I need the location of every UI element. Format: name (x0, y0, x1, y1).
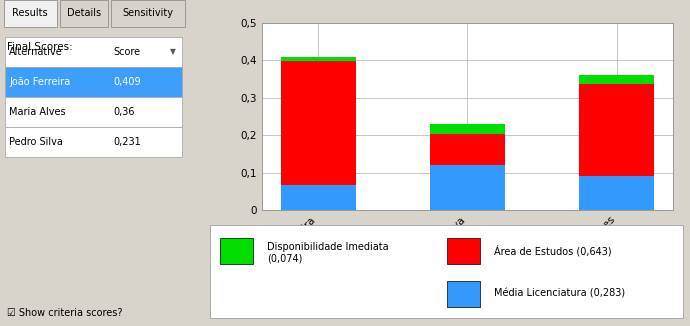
Text: (0,074): (0,074) (267, 254, 302, 264)
FancyBboxPatch shape (5, 37, 181, 67)
FancyBboxPatch shape (220, 238, 253, 264)
Text: Disponibilidade Imediata: Disponibilidade Imediata (267, 242, 388, 252)
Text: Pedro Silva: Pedro Silva (10, 137, 63, 147)
FancyBboxPatch shape (5, 97, 181, 127)
Bar (281, 57, 355, 61)
FancyBboxPatch shape (60, 0, 108, 27)
FancyBboxPatch shape (447, 238, 480, 264)
FancyBboxPatch shape (111, 0, 185, 27)
Text: Sensitivity: Sensitivity (122, 8, 173, 18)
Text: 0,36: 0,36 (114, 107, 135, 117)
Text: João Ferreira: João Ferreira (10, 77, 70, 87)
Bar (430, 124, 505, 134)
Bar (580, 84, 654, 176)
Text: ☑ Show criteria scores?: ☑ Show criteria scores? (8, 308, 123, 318)
Bar (580, 75, 654, 84)
Text: Área de Estudos (0,643): Área de Estudos (0,643) (494, 245, 611, 257)
Text: Final Scores:: Final Scores: (8, 42, 73, 52)
Text: Score: Score (114, 47, 141, 57)
Text: Média Licenciatura (0,283): Média Licenciatura (0,283) (494, 289, 625, 299)
Text: Details: Details (67, 8, 101, 18)
Bar (430, 134, 505, 165)
Text: Results: Results (12, 8, 48, 18)
FancyBboxPatch shape (5, 127, 181, 157)
Text: 0,409: 0,409 (114, 77, 141, 87)
Text: 0,231: 0,231 (114, 137, 141, 147)
FancyBboxPatch shape (447, 281, 480, 307)
Text: Maria Alves: Maria Alves (10, 107, 66, 117)
FancyBboxPatch shape (5, 67, 181, 97)
FancyBboxPatch shape (3, 0, 57, 27)
Bar (430, 165, 505, 210)
Bar (281, 185, 355, 210)
Bar (281, 61, 355, 185)
Text: ▼: ▼ (170, 47, 177, 56)
Bar (580, 176, 654, 210)
Text: Alternative: Alternative (10, 47, 63, 57)
